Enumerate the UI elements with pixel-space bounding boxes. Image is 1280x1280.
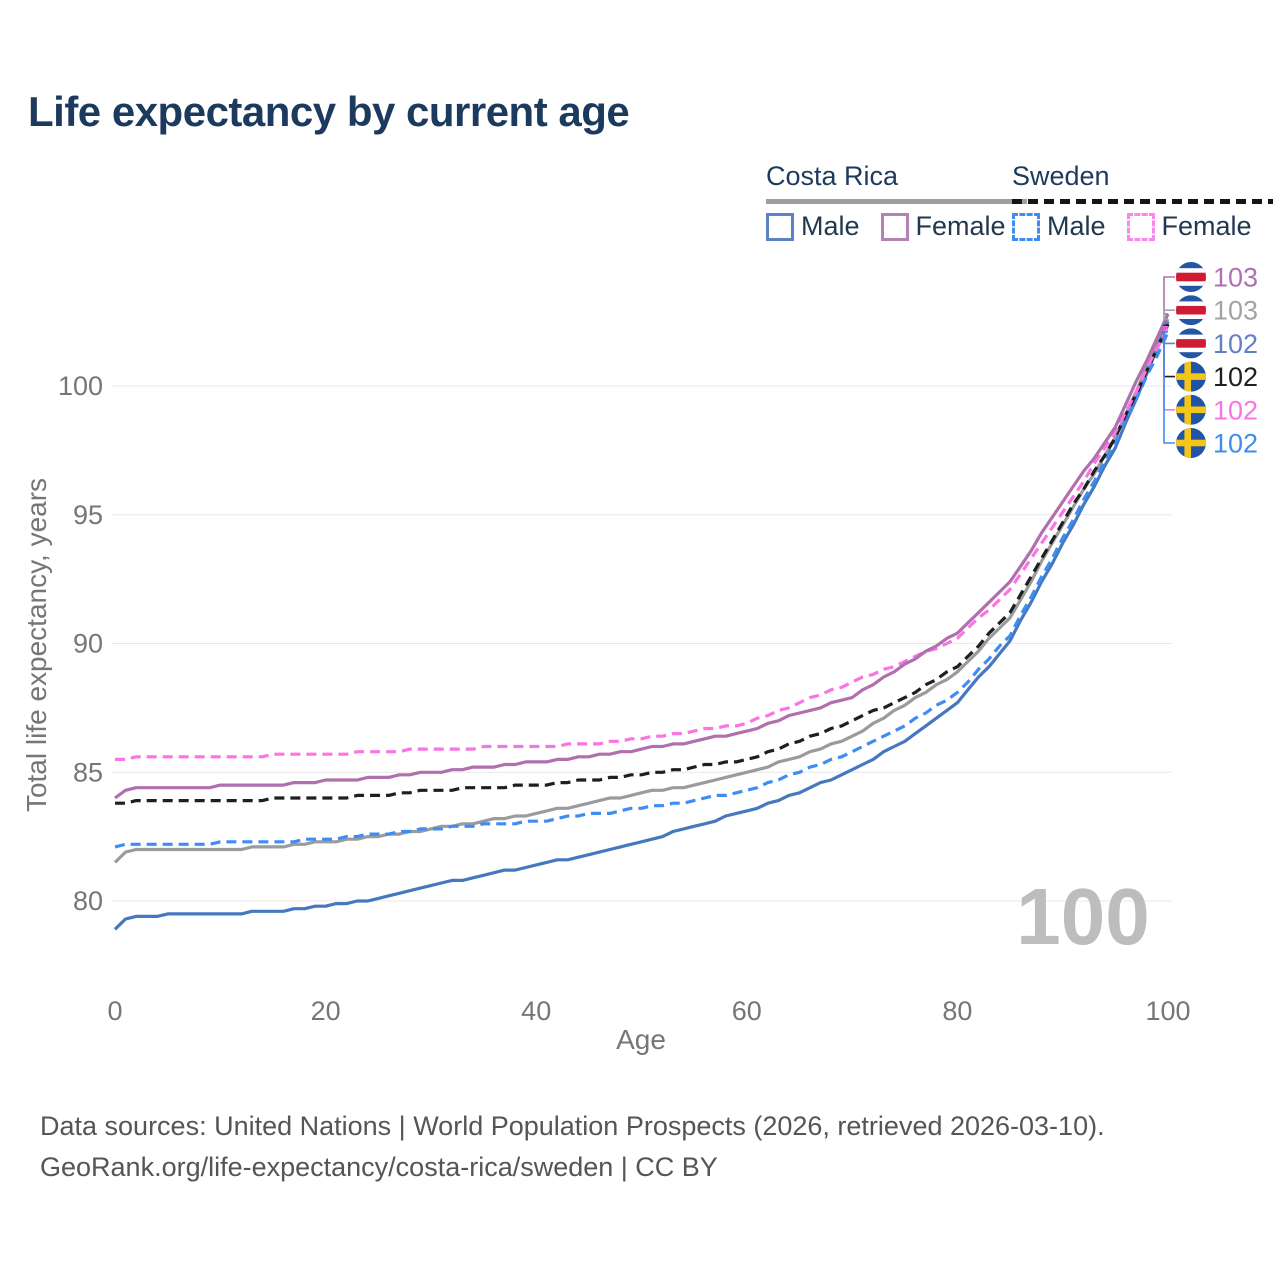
legend-group-costa-rica: Costa Rica Male Female	[766, 161, 1027, 242]
y-axis-title: Total life expectancy, years	[21, 478, 52, 812]
endpoint-value-label: 102	[1213, 362, 1258, 392]
x-tick-label: 100	[1145, 996, 1190, 1026]
legend-linestyle-sweden	[1012, 199, 1273, 204]
x-tick-label: 0	[107, 996, 122, 1026]
x-tick-label: 20	[311, 996, 341, 1026]
flag-sweden-icon	[1176, 428, 1206, 458]
legend-country-costa-rica[interactable]: Costa Rica	[766, 161, 899, 191]
y-tick-label: 85	[73, 757, 103, 787]
footer: Data sources: United Nations | World Pop…	[40, 1106, 1105, 1188]
legend-group-sweden: Sweden Male Female	[1012, 161, 1273, 242]
flag-sweden-icon	[1176, 394, 1206, 425]
page-title: Life expectancy by current age	[28, 88, 630, 135]
flag-costa-rica-icon	[1176, 328, 1206, 359]
series-line-sweden_total	[115, 323, 1170, 805]
legend-label-sweden-female[interactable]: Female	[1161, 211, 1252, 241]
footer-attribution: GeoRank.org/life-expectancy/costa-rica/s…	[40, 1152, 718, 1182]
flag-costa-rica-icon	[1176, 262, 1206, 292]
legend-label-costa-rica-male[interactable]: Male	[801, 211, 860, 241]
legend-country-sweden[interactable]: Sweden	[1012, 161, 1110, 191]
flag-costa-rica-icon	[1176, 295, 1206, 326]
age-watermark: 100	[1016, 872, 1149, 961]
leader-line-sweden_male	[1163, 331, 1175, 444]
legend-swatch-sweden-male[interactable]	[1012, 212, 1040, 241]
legend-label-costa-rica-female[interactable]: Female	[915, 211, 1006, 241]
series-line-costa_rica_total	[113, 318, 1170, 864]
leader-line-costa_rica_total	[1163, 309, 1175, 320]
series-line-sweden_female	[115, 326, 1170, 762]
y-tick-label: 95	[73, 500, 103, 530]
x-tick-label: 60	[732, 996, 762, 1026]
gridlines	[112, 385, 1172, 902]
y-tick-label: 80	[73, 886, 103, 916]
x-axis-title: Age	[616, 1024, 666, 1055]
flag-sweden-icon	[1176, 361, 1206, 392]
legend-swatch-costa-rica-male[interactable]	[766, 212, 794, 241]
endpoint-value-label: 102	[1213, 329, 1258, 359]
y-tick-label: 100	[58, 371, 103, 401]
x-tick-label: 80	[942, 996, 972, 1026]
legend-linestyle-costa-rica	[766, 199, 1027, 204]
endpoint-value-label: 103	[1213, 263, 1258, 293]
series-line-costa_rica_female	[114, 313, 1170, 800]
legend-label-sweden-male[interactable]: Male	[1047, 211, 1106, 241]
series-line-sweden_male	[114, 331, 1170, 849]
footer-data-sources: Data sources: United Nations | World Pop…	[40, 1111, 1105, 1141]
series-line-costa_rica_male	[113, 320, 1170, 931]
x-tick-label: 40	[521, 996, 551, 1026]
y-tick-label: 90	[73, 629, 103, 659]
leader-line-costa_rica_female	[1163, 276, 1175, 315]
endpoint-value-label: 102	[1213, 395, 1258, 425]
endpoint-value-label: 103	[1213, 296, 1258, 326]
endpoint-value-label: 102	[1213, 429, 1258, 459]
legend-swatch-costa-rica-female[interactable]	[880, 212, 909, 241]
legend-swatch-sweden-female[interactable]	[1126, 212, 1155, 241]
